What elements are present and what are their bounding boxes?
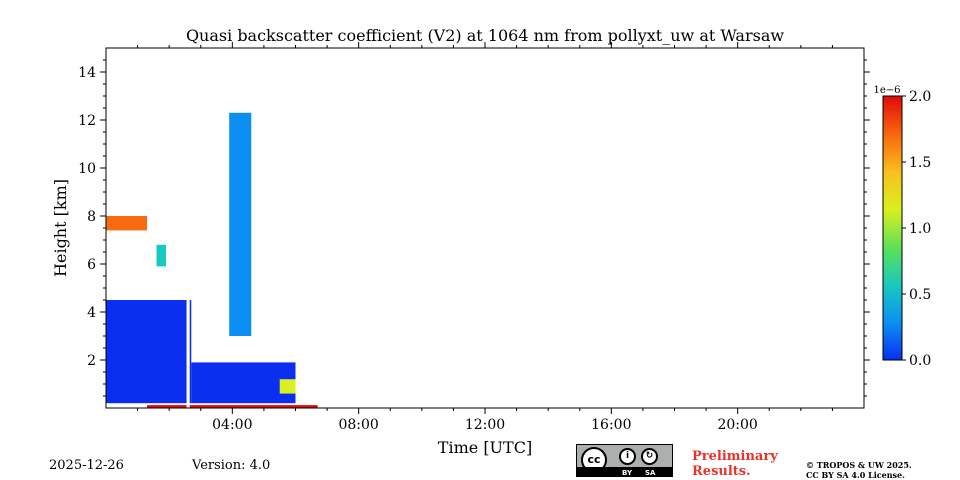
cc-label-bar (577, 467, 672, 476)
y-axis: 2 4 6 8 10 12 14 (78, 59, 870, 397)
y-axis-label: Height [km] (51, 179, 70, 277)
colorbar-tick-label: 2.0 (909, 89, 931, 105)
no-data-gap (186, 48, 190, 408)
y-tick-label: 14 (78, 65, 96, 81)
copyright-notice: © TROPOS & UW 2025. CC BY SA 4.0 License… (806, 460, 912, 480)
copyright-line2: CC BY SA 4.0 License. (806, 470, 905, 480)
cc-sa-icon: ↻ (641, 448, 658, 465)
colorbar-tick-label: 0.5 (909, 287, 931, 303)
preliminary-line1: Preliminary (692, 449, 778, 464)
region-surface-layer (147, 405, 318, 408)
preliminary-notice: Preliminary Results. (692, 449, 778, 479)
colorbar (882, 95, 903, 361)
x-axis: 04:00 08:00 12:00 16:00 20:00 (137, 42, 833, 433)
cc-by-label: BY (622, 469, 633, 477)
y-tick-label: 4 (87, 305, 96, 321)
x-tick-label: 16:00 (591, 417, 631, 433)
plot-area (106, 48, 318, 408)
cc-license-badge[interactable]: cc i ↻ BY SA (576, 444, 673, 477)
y-tick-label: 6 (87, 257, 96, 273)
y-tick-label: 2 (87, 353, 96, 369)
cc-by-icon: i (619, 448, 636, 465)
region-cloud-6km (156, 244, 167, 267)
footer-version: Version: 4.0 (192, 458, 271, 473)
region-boundary-layer (106, 300, 192, 404)
x-axis-label: Time [UTC] (438, 438, 532, 457)
plot-frame (105, 47, 865, 409)
y-tick-label: 10 (78, 161, 96, 177)
cc-sa-label: SA (645, 469, 656, 477)
colorbar-ticks: 0.0 0.5 1.0 1.5 2.0 (902, 89, 931, 369)
x-tick-label: 08:00 (338, 417, 378, 433)
colorbar-tick-label: 0.0 (909, 353, 931, 369)
region-boundary-layer-2 (191, 362, 296, 404)
x-tick-label: 12:00 (465, 417, 505, 433)
chart-title: Quasi backscatter coefficient (V2) at 10… (186, 26, 784, 45)
preliminary-line2: Results. (692, 464, 751, 479)
region-boundary-layer-top (279, 379, 296, 394)
y-tick-label: 8 (87, 209, 96, 225)
region-cirrus-column (229, 112, 252, 336)
x-tick-label: 20:00 (717, 417, 757, 433)
copyright-line1: © TROPOS & UW 2025. (806, 460, 912, 470)
y-tick-label: 12 (78, 113, 96, 129)
colorbar-tick-label: 1.0 (909, 221, 931, 237)
colorbar-exponent: 1e−6 (873, 85, 900, 96)
x-tick-label: 04:00 (212, 417, 252, 433)
footer-date: 2025-12-26 (49, 458, 124, 473)
region-cloud-7km (106, 216, 148, 231)
colorbar-tick-label: 1.5 (909, 155, 931, 171)
